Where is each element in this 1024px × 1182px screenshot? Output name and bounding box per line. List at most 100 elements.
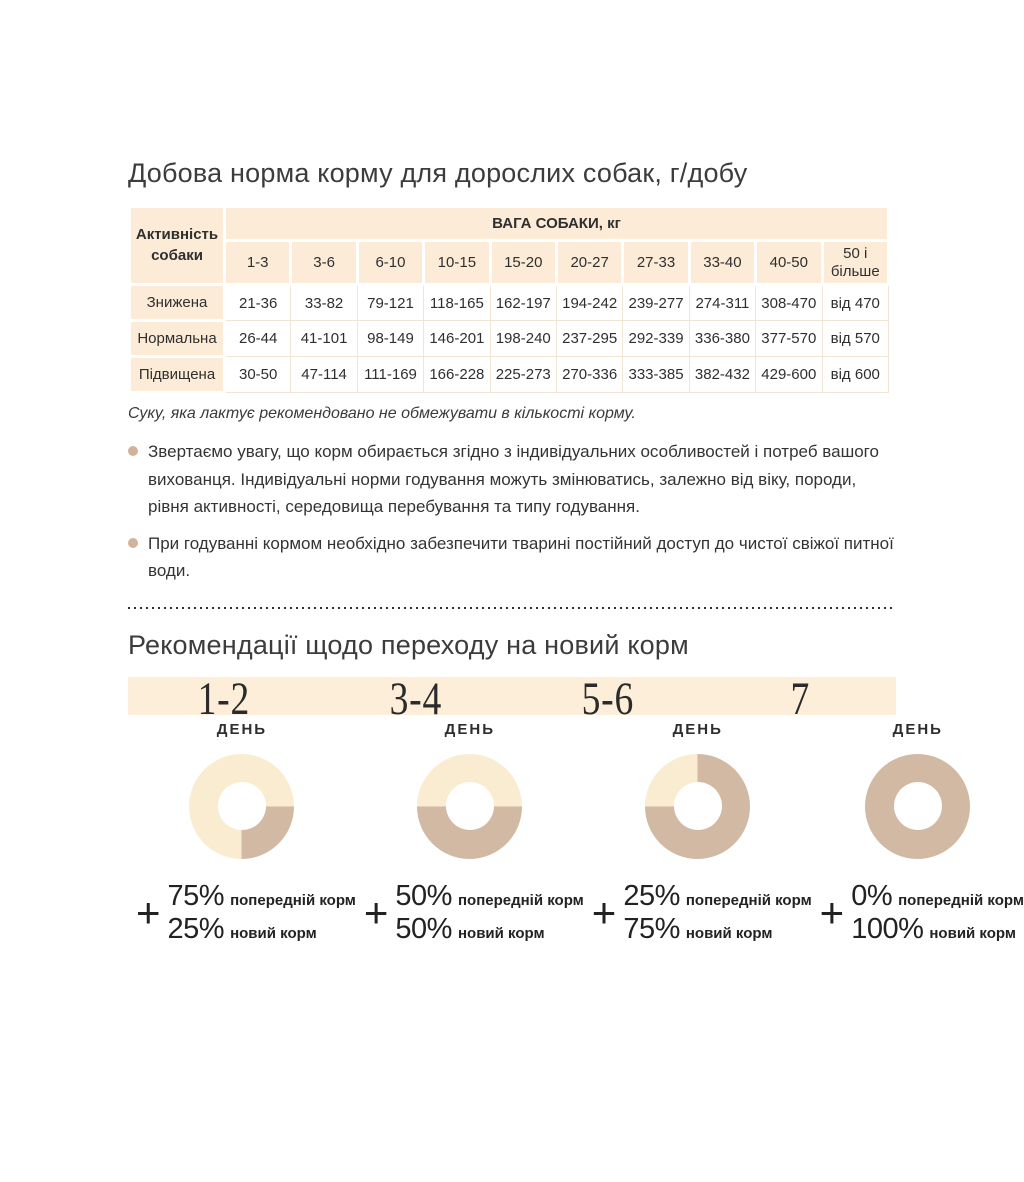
table-column-headers: 1-3 3-6 6-10 10-15 15-20 20-27 27-33 33-… (130, 239, 891, 286)
table-cell: 274-311 (688, 284, 757, 321)
col-header: 3-6 (289, 239, 359, 286)
feeding-table: Активність собаки ВАГА СОБАКИ, кг 1-3 3-… (128, 205, 891, 394)
donut-hole (673, 782, 722, 831)
bullet-dot-icon (128, 446, 138, 456)
table-cell: 377-570 (755, 320, 823, 357)
old-food-label: попередній корм (685, 891, 812, 909)
col-header: 20-27 (554, 239, 625, 286)
table-cell: 111-169 (356, 356, 425, 393)
table-cell: 292-339 (622, 320, 690, 357)
table-cell: 225-273 (489, 356, 557, 393)
row-label: Нормальна (128, 319, 226, 358)
transition-title: Рекомендації щодо переходу на новий корм (128, 629, 689, 660)
plus-icon: + (136, 888, 161, 936)
day-word: ДЕНЬ (672, 720, 723, 738)
table-cell: 30-50 (223, 356, 292, 393)
donut-chart (417, 753, 523, 859)
day-word: ДЕНЬ (216, 720, 268, 738)
ratio-block: + 75% попередній корм 25% новий корм (128, 880, 356, 946)
new-food-pct: 75% (623, 912, 680, 945)
old-food-pct: 0% (851, 879, 893, 912)
table-cell: 429-600 (755, 356, 823, 393)
col-header: 33-40 (687, 239, 758, 286)
table-row: Нормальна 26-44 41-101 98-149 146-201 19… (128, 319, 890, 358)
donut-hole (217, 782, 266, 831)
weight-group-header: ВАГА СОБАКИ, кг (223, 205, 890, 242)
donut-chart (189, 753, 295, 859)
table-cell: 26-44 (223, 320, 292, 357)
note-text: Звертаємо увагу, що корм обирається згід… (148, 442, 879, 517)
table-header-row: Активність собаки ВАГА СОБАКИ, кг (128, 205, 890, 286)
table-cell: від 570 (821, 320, 890, 357)
page-title: Добова норма корму для дорослих собак, г… (128, 158, 748, 188)
old-food-label: попередній корм (898, 891, 1024, 909)
table-cell: 194-242 (555, 284, 624, 321)
new-food-pct: 25% (167, 912, 225, 945)
table-cell: 198-240 (489, 320, 557, 357)
day-word: ДЕНЬ (444, 720, 495, 738)
table-cell: 146-201 (423, 320, 491, 357)
list-item: При годуванні кормом необхідно забезпечи… (128, 530, 896, 585)
transition-step: ДЕНЬ + 0% попередній корм 100% новий кор… (812, 715, 1024, 946)
table-cell: 47-114 (290, 356, 358, 393)
plus-icon: + (819, 888, 845, 936)
table-cell: від 600 (821, 356, 890, 393)
table-cell: 237-295 (555, 320, 624, 357)
table-cell: 21-36 (223, 284, 292, 321)
table-cell: 239-277 (622, 284, 690, 321)
new-food-pct: 50% (395, 912, 452, 945)
table-cell: 118-165 (423, 284, 491, 321)
new-food-label: новий корм (685, 924, 773, 942)
transition-step: ДЕНЬ + 25% попередній корм 75% новий кор… (584, 715, 812, 946)
donut-chart (865, 753, 971, 859)
dotted-divider (128, 606, 896, 609)
donut-hole (893, 782, 942, 831)
day-range: 7 (790, 672, 810, 725)
col-header: 15-20 (488, 239, 558, 286)
col-header: 1-3 (222, 239, 293, 286)
table-cell: 336-380 (688, 320, 757, 357)
transition-step: ДЕНЬ + 50% попередній корм 50% новий кор… (356, 715, 584, 946)
table-cell: 270-336 (555, 356, 624, 393)
col-header: 10-15 (422, 239, 492, 286)
old-food-pct: 75% (167, 879, 225, 912)
table-cell: 162-197 (489, 284, 557, 321)
table-row: Підвищена 30-50 47-114 111-169 166-228 2… (128, 355, 890, 394)
table-row: Знижена 21-36 33-82 79-121 118-165 162-1… (128, 283, 890, 322)
day-numbers-band: 1-2 3-4 5-6 7 (128, 675, 896, 722)
new-food-label: новий корм (457, 924, 545, 942)
table-cell: від 470 (821, 284, 890, 321)
day-range: 3-4 (389, 672, 443, 725)
new-food-label: новий корм (929, 924, 1016, 942)
table-cell: 333-385 (622, 356, 690, 393)
table-cell: 33-82 (290, 284, 358, 321)
day-range: 5-6 (581, 672, 635, 725)
ratio-block: + 0% попередній корм 100% новий корм (812, 880, 1024, 946)
ratio-block: + 25% попередній корм 75% новий корм (584, 880, 812, 946)
row-label: Підвищена (128, 355, 226, 394)
table-cell: 382-432 (688, 356, 757, 393)
table-cell: 166-228 (423, 356, 491, 393)
plus-icon: + (363, 888, 389, 936)
old-food-label: попередній корм (457, 891, 584, 909)
day-range: 1-2 (197, 672, 251, 725)
donut-chart (645, 753, 751, 859)
new-food-pct: 100% (851, 912, 924, 945)
day-word: ДЕНЬ (892, 720, 943, 738)
new-food-label: новий корм (230, 924, 317, 942)
col-header: 6-10 (355, 239, 426, 286)
note-text: При годуванні кормом необхідно забезпечи… (148, 533, 894, 581)
notes-list: Звертаємо увагу, що корм обирається згід… (128, 438, 896, 585)
donut-hole (445, 782, 494, 831)
row-label: Знижена (128, 283, 226, 322)
table-cell: 98-149 (356, 320, 425, 357)
table-cell: 79-121 (356, 284, 425, 321)
old-food-label: попередній корм (230, 891, 356, 909)
transition-step: ДЕНЬ + 75% попередній корм 25% новий кор… (128, 715, 356, 946)
transition-steps: ДЕНЬ + 75% попередній корм 25% новий кор… (128, 715, 1024, 946)
lactating-note: Суку, яка лактує рекомендовано не обмежу… (128, 405, 636, 422)
table-cell: 308-470 (755, 284, 823, 321)
ratio-block: + 50% попередній корм 50% новий корм (356, 880, 584, 946)
list-item: Звертаємо увагу, що корм обирається згід… (128, 438, 896, 521)
col-header: 27-33 (621, 239, 691, 286)
